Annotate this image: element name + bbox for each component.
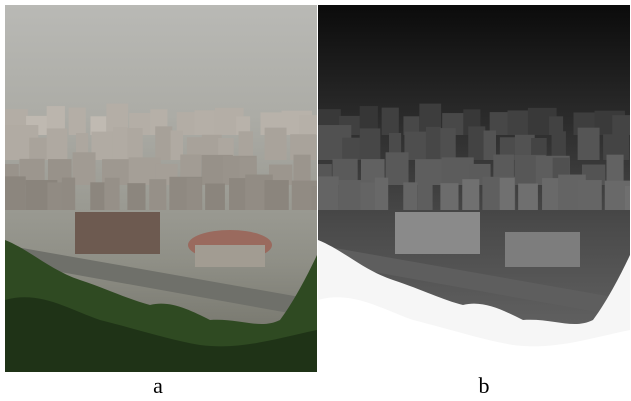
building [518, 184, 538, 210]
building [426, 127, 441, 160]
building [500, 178, 515, 210]
panel-label: b [479, 373, 490, 398]
building [625, 186, 631, 210]
building [75, 212, 160, 254]
building [195, 245, 265, 267]
building [90, 182, 104, 210]
building [382, 108, 399, 135]
hazy-photo [5, 5, 328, 372]
building [187, 178, 202, 210]
building [386, 152, 409, 185]
building [578, 180, 602, 210]
building [440, 128, 455, 160]
building [418, 178, 433, 210]
building [552, 131, 566, 160]
building [375, 178, 388, 210]
building [113, 127, 128, 160]
building [155, 126, 172, 160]
figure: a b [0, 0, 631, 401]
building [468, 126, 485, 160]
building [239, 131, 253, 160]
building [440, 183, 458, 210]
building [403, 182, 417, 210]
building [612, 115, 631, 135]
building [462, 179, 479, 210]
building [149, 179, 166, 210]
panel-label: a [153, 373, 163, 398]
building [5, 176, 26, 210]
building [105, 178, 120, 210]
building [127, 128, 142, 160]
building [205, 184, 225, 210]
building [69, 108, 86, 135]
building [318, 176, 339, 210]
building [293, 155, 310, 185]
building [73, 152, 96, 185]
building [360, 128, 381, 160]
building [62, 178, 75, 210]
building [505, 232, 580, 267]
building [395, 212, 480, 254]
building [127, 183, 145, 210]
building [265, 128, 287, 160]
transmission-map [318, 5, 631, 372]
building [578, 128, 600, 160]
building [265, 180, 289, 210]
building [606, 155, 623, 185]
building [47, 128, 68, 160]
